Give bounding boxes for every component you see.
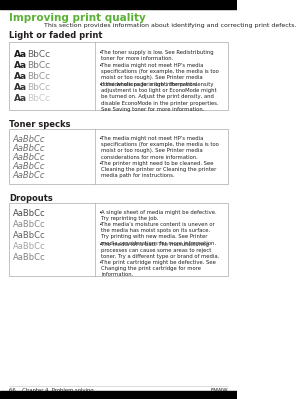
Text: AaBbCc: AaBbCc	[13, 220, 45, 229]
Text: The media’s moisture content is uneven or
the media has moist spots on its surfa: The media’s moisture content is uneven o…	[101, 222, 216, 246]
Text: AaBbCc: AaBbCc	[13, 144, 45, 153]
Text: BbCc: BbCc	[27, 83, 50, 92]
Text: Aa: Aa	[14, 50, 27, 59]
Text: AaBbCc: AaBbCc	[13, 209, 45, 218]
FancyBboxPatch shape	[10, 203, 228, 276]
Text: •: •	[98, 136, 102, 141]
Text: BbCc: BbCc	[27, 61, 50, 70]
Text: The toner supply is low. See Redistributing
toner for more information.: The toner supply is low. See Redistribut…	[101, 50, 214, 61]
Text: The media might not meet HP’s media
specifications (for example, the media is to: The media might not meet HP’s media spec…	[101, 63, 219, 87]
Text: •: •	[98, 210, 102, 215]
Text: AaBbCc: AaBbCc	[13, 253, 45, 262]
Text: AaBbCc: AaBbCc	[13, 162, 45, 171]
Text: 66    Chapter 4  Problem solving: 66 Chapter 4 Problem solving	[10, 388, 94, 393]
Text: Aa: Aa	[14, 72, 27, 81]
Text: The print cartridge might be defective. See
Changing the print cartridge for mor: The print cartridge might be defective. …	[101, 260, 216, 277]
Text: BbCc: BbCc	[27, 94, 50, 103]
Text: BbCc: BbCc	[27, 72, 50, 81]
Text: A single sheet of media might be defective.
Try reprinting the job.: A single sheet of media might be defecti…	[101, 210, 217, 221]
Bar	[0, 391, 237, 399]
Text: •: •	[98, 63, 102, 68]
Text: AaBbCc: AaBbCc	[13, 153, 45, 162]
Text: AaBbCc: AaBbCc	[13, 135, 45, 144]
Bar	[0, 0, 237, 9]
Text: The media might not meet HP’s media
specifications (for example, the media is to: The media might not meet HP’s media spec…	[101, 136, 219, 160]
Text: •: •	[98, 82, 102, 87]
Text: Dropouts: Dropouts	[10, 194, 53, 203]
FancyBboxPatch shape	[10, 42, 228, 110]
Text: Light or faded print: Light or faded print	[10, 31, 103, 40]
Text: AaBbCc: AaBbCc	[13, 171, 45, 180]
Text: •: •	[98, 260, 102, 265]
Text: This section provides information about identifying and correcting print defects: This section provides information about …	[44, 23, 296, 28]
Text: Aa: Aa	[14, 94, 27, 103]
Text: •: •	[98, 50, 102, 55]
Text: If the whole page is light, the print density
adjustment is too light or EconoMo: If the whole page is light, the print de…	[101, 82, 219, 112]
Text: •: •	[98, 161, 102, 166]
FancyBboxPatch shape	[10, 129, 228, 184]
Text: The media lot is bad. The manufacturing
processes can cause some areas to reject: The media lot is bad. The manufacturing …	[101, 242, 220, 259]
Text: Aa: Aa	[14, 83, 27, 92]
Text: Aa: Aa	[14, 61, 27, 70]
Text: AaBbCc: AaBbCc	[13, 231, 45, 240]
Text: Toner specks: Toner specks	[10, 120, 71, 129]
Text: The printer might need to be cleaned. See
Cleaning the printer or Cleaning the p: The printer might need to be cleaned. Se…	[101, 161, 217, 178]
Text: •: •	[98, 222, 102, 227]
Text: ENWW: ENWW	[210, 388, 228, 393]
Text: Improving print quality: Improving print quality	[10, 13, 146, 23]
Text: BbCc: BbCc	[27, 50, 50, 59]
Text: AaBbCc: AaBbCc	[13, 242, 45, 251]
Text: •: •	[98, 242, 102, 247]
